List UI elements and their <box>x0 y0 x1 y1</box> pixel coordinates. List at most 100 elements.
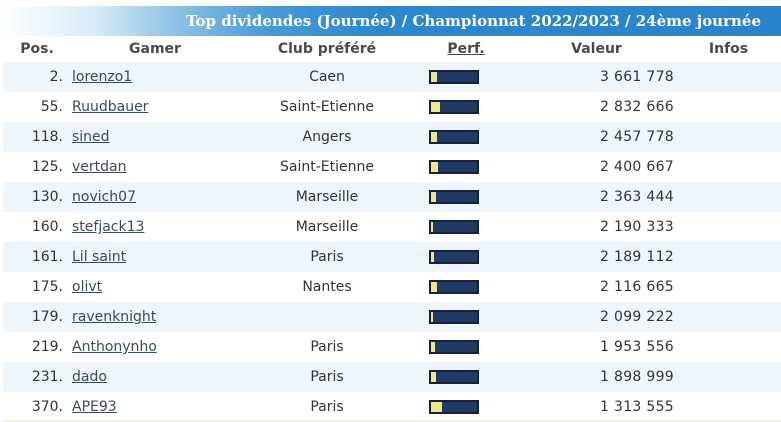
perf-bar <box>429 310 479 324</box>
row-gamer-cell: lorenzo1 <box>71 62 239 92</box>
perf-bar <box>429 400 479 414</box>
column-header-infos: Infos <box>708 41 749 57</box>
row-perf-cell <box>415 242 517 272</box>
row-position: 179. <box>31 309 63 325</box>
row-gamer-cell: Anthonynho <box>71 332 239 362</box>
row-infos <box>676 272 781 302</box>
row-position: 219. <box>31 339 63 355</box>
column-header-valeur: Valeur <box>571 41 622 57</box>
table-row: 161. Lil saint Paris 2 189 112 <box>3 242 781 272</box>
row-gamer-cell: ravenknight <box>71 302 239 332</box>
row-gamer-cell: dado <box>71 362 239 392</box>
row-infos <box>676 182 781 212</box>
row-position: 231. <box>31 369 63 385</box>
perf-bar-fill <box>431 162 439 172</box>
table-row: 125. vertdan Saint-Etienne 2 400 667 <box>3 152 781 182</box>
row-valeur: 1 953 556 <box>600 339 674 355</box>
perf-bar-fill <box>431 132 438 142</box>
gamer-link[interactable]: vertdan <box>72 159 127 175</box>
gamer-link[interactable]: novich07 <box>72 189 136 205</box>
row-gamer-cell: novich07 <box>71 182 239 212</box>
perf-bar <box>429 160 479 174</box>
title-banner: Top dividendes (Journée) / Championnat 2… <box>0 6 781 36</box>
row-position: 2. <box>49 69 63 85</box>
row-valeur: 2 457 778 <box>600 129 674 145</box>
table-row: 219. Anthonynho Paris 1 953 556 <box>3 332 781 362</box>
row-infos <box>676 392 781 422</box>
gamer-link[interactable]: Lil saint <box>72 249 127 265</box>
row-valeur: 2 189 112 <box>600 249 674 265</box>
row-valeur: 1 313 555 <box>600 399 674 415</box>
perf-bar-fill <box>431 312 433 322</box>
row-perf-cell <box>415 152 517 182</box>
gamer-link[interactable]: stefjack13 <box>72 219 145 235</box>
table-bottom-divider <box>3 420 781 422</box>
perf-bar <box>429 340 479 354</box>
row-position: 161. <box>31 249 63 265</box>
row-perf-cell <box>415 62 517 92</box>
row-club: Angers <box>302 129 352 145</box>
row-position: 175. <box>31 279 63 295</box>
table-row: 179. ravenknight 2 099 222 <box>3 302 781 332</box>
gamer-link[interactable]: Ruudbauer <box>72 99 149 115</box>
column-header-perf-link[interactable]: Perf. <box>447 41 485 57</box>
perf-bar <box>429 190 479 204</box>
row-perf-cell <box>415 272 517 302</box>
perf-bar <box>429 370 479 384</box>
table-row: 2. lorenzo1 Caen 3 661 778 <box>3 62 781 92</box>
row-club: Paris <box>310 399 344 415</box>
row-gamer-cell: olivt <box>71 272 239 302</box>
table-row: 55. Ruudbauer Saint-Etienne 2 832 666 <box>3 92 781 122</box>
perf-bar-fill <box>431 192 436 202</box>
gamer-link[interactable]: ravenknight <box>72 309 157 325</box>
row-infos <box>676 92 781 122</box>
row-infos <box>676 242 781 272</box>
row-club: Marseille <box>295 219 359 235</box>
table-row: 118. sined Angers 2 457 778 <box>3 122 781 152</box>
row-gamer-cell: APE93 <box>71 392 239 422</box>
table-body: 2. lorenzo1 Caen 3 661 778 55. Ruudbauer Saint… <box>3 62 781 422</box>
row-club: Marseille <box>295 189 359 205</box>
gamer-link[interactable]: sined <box>72 129 110 145</box>
row-club: Saint-Etienne <box>280 159 374 175</box>
table-row: 160. stefjack13 Marseille 2 190 333 <box>3 212 781 242</box>
column-header-perf[interactable]: Perf. <box>415 36 517 62</box>
gamer-link[interactable]: APE93 <box>72 399 117 415</box>
gamer-link[interactable]: lorenzo1 <box>72 69 133 85</box>
row-club: Paris <box>310 249 344 265</box>
row-infos <box>676 332 781 362</box>
row-valeur: 2 832 666 <box>600 99 674 115</box>
row-perf-cell <box>415 92 517 122</box>
perf-bar-fill <box>431 222 433 232</box>
row-position: 160. <box>31 219 63 235</box>
row-infos <box>676 302 781 332</box>
perf-bar <box>429 250 479 264</box>
table-row: 130. novich07 Marseille 2 363 444 <box>3 182 781 212</box>
row-club: Paris <box>310 339 344 355</box>
table-header-row: Pos. Gamer Club préféré Perf. Valeur Inf… <box>3 36 781 62</box>
perf-bar <box>429 220 479 234</box>
row-infos <box>676 122 781 152</box>
perf-bar-fill <box>431 402 443 412</box>
perf-bar-fill <box>431 342 435 352</box>
table-row: 175. olivt Nantes 2 116 665 <box>3 272 781 302</box>
perf-bar-fill <box>431 102 441 112</box>
gamer-link[interactable]: Anthonynho <box>72 339 157 355</box>
column-header-gamer: Gamer <box>129 41 181 57</box>
gamer-link[interactable]: dado <box>72 369 107 385</box>
row-club: Caen <box>309 69 345 85</box>
row-infos <box>676 62 781 92</box>
perf-bar <box>429 70 479 84</box>
column-header-club: Club préféré <box>277 41 377 57</box>
row-club: Paris <box>310 369 344 385</box>
row-gamer-cell: Lil saint <box>71 242 239 272</box>
row-position: 130. <box>31 189 63 205</box>
row-gamer-cell: stefjack13 <box>71 212 239 242</box>
row-perf-cell <box>415 362 517 392</box>
row-gamer-cell: vertdan <box>71 152 239 182</box>
gamer-link[interactable]: olivt <box>72 279 103 295</box>
row-perf-cell <box>415 122 517 152</box>
row-position: 125. <box>31 159 63 175</box>
row-club <box>239 302 415 332</box>
